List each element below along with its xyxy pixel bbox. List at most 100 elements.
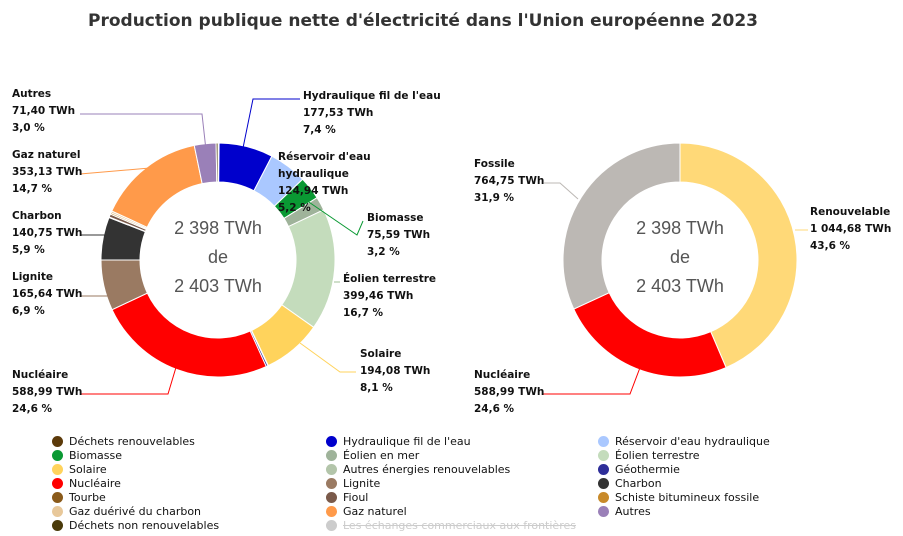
left-label-hydraulique-fil-de-l-eau: 7,4 % bbox=[303, 124, 336, 136]
legend-marker bbox=[52, 491, 63, 503]
left-label-eolien-terrestre: Éolien terrestre bbox=[343, 272, 436, 285]
legend-marker bbox=[326, 519, 337, 531]
left-slice-nucleaire[interactable] bbox=[111, 292, 267, 378]
legend-item-solaire[interactable]: Solaire bbox=[52, 462, 107, 476]
legend-item-schiste-bitumineux-fossile[interactable]: Schiste bitumineux fossile bbox=[598, 490, 759, 504]
legend-label: Nucléaire bbox=[69, 476, 121, 490]
legend-item-eolien-terrestre[interactable]: Éolien terrestre bbox=[598, 448, 700, 462]
right-connector-nucleaire bbox=[543, 364, 642, 395]
legend-item-gaz-naturel[interactable]: Gaz naturel bbox=[326, 504, 407, 518]
left-label-charbon: Charbon bbox=[12, 210, 62, 222]
donut-detailed: 2 398 TWh de 2 403 TWh bbox=[100, 142, 336, 378]
left-label-gaz-naturel: Gaz naturel bbox=[12, 149, 80, 161]
left-connector-solaire bbox=[299, 342, 356, 373]
legend-item-charbon[interactable]: Charbon bbox=[598, 476, 662, 490]
legend-item-tourbe[interactable]: Tourbe bbox=[52, 490, 106, 504]
right-slice-fossile[interactable] bbox=[562, 142, 681, 310]
left-label-reservoir-d-eau-hydraulique: 124,94 TWh bbox=[278, 185, 348, 197]
left-slice-gaz-naturel[interactable] bbox=[111, 144, 203, 228]
right-center-text: de bbox=[670, 247, 690, 267]
legend-label: Éolien en mer bbox=[343, 448, 420, 462]
left-label-nucleaire: 588,99 TWh bbox=[12, 386, 82, 398]
legend-marker bbox=[52, 519, 63, 531]
right-label-nucleaire: 24,6 % bbox=[474, 403, 515, 415]
legend-marker bbox=[326, 505, 337, 517]
left-label-eolien-terrestre: 399,46 TWh bbox=[343, 290, 413, 302]
chart-title: Production publique nette d'électricité … bbox=[88, 11, 758, 31]
legend-item-reservoir-d-eau-hydraulique[interactable]: Réservoir d'eau hydraulique bbox=[598, 434, 770, 448]
legend-item-dechets-renouvelables[interactable]: Déchets renouvelables bbox=[52, 434, 195, 448]
legend-marker bbox=[598, 477, 609, 489]
legend-marker bbox=[598, 463, 609, 475]
right-label-renouvelable: 43,6 % bbox=[810, 240, 851, 252]
legend-item-eolien-en-mer[interactable]: Éolien en mer bbox=[326, 448, 419, 462]
right-label-renouvelable: Renouvelable bbox=[810, 206, 890, 218]
left-label-hydraulique-fil-de-l-eau: 177,53 TWh bbox=[303, 107, 373, 119]
left-center-text: 2 398 TWh bbox=[174, 218, 262, 238]
legend-item-biomasse[interactable]: Biomasse bbox=[52, 448, 122, 462]
legend-marker bbox=[52, 463, 63, 475]
legend-item-autres-energies-renouvelables[interactable]: Autres énergies renouvelables bbox=[326, 462, 510, 476]
left-label-reservoir-d-eau-hydraulique: 5,2 % bbox=[278, 202, 311, 214]
legend-label: Biomasse bbox=[69, 448, 123, 462]
left-label-autres: 3,0 % bbox=[12, 122, 45, 134]
right-label-nucleaire: Nucléaire bbox=[474, 369, 530, 381]
left-label-gaz-naturel: 353,13 TWh bbox=[12, 166, 82, 178]
left-label-biomasse: 75,59 TWh bbox=[367, 229, 430, 241]
right-label-renouvelable: 1 044,68 TWh bbox=[810, 223, 891, 235]
legend-item-nucleaire[interactable]: Nucléaire bbox=[52, 476, 121, 490]
right-slice-renouvelable[interactable] bbox=[679, 142, 798, 369]
legend-marker bbox=[598, 491, 609, 503]
donut-summary: 2 398 TWh de 2 403 TWh bbox=[562, 142, 798, 378]
right-center-text: 2 403 TWh bbox=[636, 276, 724, 296]
left-label-solaire: 194,08 TWh bbox=[360, 365, 430, 377]
right-slice-nucleaire[interactable] bbox=[573, 292, 727, 378]
legend-item-geothermie[interactable]: Géothermie bbox=[598, 462, 680, 476]
legend-marker bbox=[326, 477, 337, 489]
left-label-solaire: Solaire bbox=[360, 348, 401, 360]
legend-item-gaz-duerive-du-charbon[interactable]: Gaz duérivé du charbon bbox=[52, 504, 201, 518]
left-label-autres: Autres bbox=[12, 88, 51, 100]
right-label-fossile: 764,75 TWh bbox=[474, 175, 544, 187]
left-connector-autres bbox=[80, 113, 207, 151]
left-label-nucleaire: Nucléaire bbox=[12, 369, 68, 381]
legend-marker bbox=[52, 449, 63, 461]
legend-marker bbox=[598, 505, 609, 517]
right-label-fossile: 31,9 % bbox=[474, 192, 515, 204]
legend-label: Tourbe bbox=[69, 490, 106, 504]
right-label-fossile: Fossile bbox=[474, 158, 515, 170]
legend-marker bbox=[326, 491, 337, 503]
left-connector-lignite bbox=[80, 284, 125, 297]
left-connector-nucleaire bbox=[80, 353, 181, 395]
legend-item-les-echanges-commerciaux-aux-frontieres[interactable]: Les échanges commerciaux aux frontières bbox=[326, 518, 576, 532]
left-label-lignite: 165,64 TWh bbox=[12, 288, 82, 300]
left-label-eolien-terrestre: 16,7 % bbox=[343, 307, 384, 319]
legend-item-autres[interactable]: Autres bbox=[598, 504, 651, 518]
left-label-reservoir-d-eau-hydraulique: hydraulique bbox=[278, 168, 349, 180]
legend-marker bbox=[598, 449, 609, 461]
legend-label: Gaz naturel bbox=[343, 504, 407, 518]
legend-item-fioul[interactable]: Fioul bbox=[326, 490, 368, 504]
legend-marker bbox=[52, 477, 63, 489]
legend-marker bbox=[52, 505, 63, 517]
legend-label: Les échanges commerciaux aux frontières bbox=[343, 518, 576, 532]
left-connector-biomasse bbox=[299, 195, 364, 236]
legend-label: Réservoir d'eau hydraulique bbox=[615, 434, 770, 448]
legend-label: Lignite bbox=[343, 476, 381, 490]
right-center-text: 2 398 TWh bbox=[636, 218, 724, 238]
legend-label: Éolien terrestre bbox=[615, 448, 700, 462]
data-labels: Hydraulique fil de l'eau 177,53 TWh 7,4 % R… bbox=[12, 88, 891, 415]
legend-item-lignite[interactable]: Lignite bbox=[326, 476, 380, 490]
legend-item-hydraulique-fil-de-l-eau[interactable]: Hydraulique fil de l'eau bbox=[326, 434, 471, 448]
left-slice-eolien-terrestre[interactable] bbox=[281, 209, 336, 329]
left-label-autres: 71,40 TWh bbox=[12, 105, 75, 117]
left-slice-dechets-non-renouvelables[interactable] bbox=[215, 142, 219, 183]
legend-label: Schiste bitumineux fossile bbox=[615, 490, 760, 504]
left-label-charbon: 140,75 TWh bbox=[12, 227, 82, 239]
left-label-gaz-naturel: 14,7 % bbox=[12, 183, 53, 195]
right-label-nucleaire: 588,99 TWh bbox=[474, 386, 544, 398]
legend-item-dechets-non-renouvelables[interactable]: Déchets non renouvelables bbox=[52, 518, 219, 532]
legend-label: Déchets non renouvelables bbox=[69, 518, 220, 532]
legend-marker bbox=[326, 435, 337, 447]
